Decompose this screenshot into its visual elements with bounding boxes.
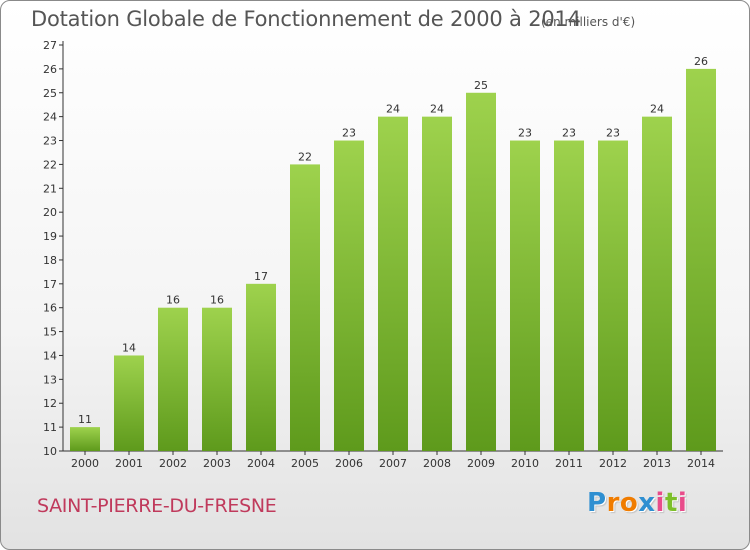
- data-label-2008: 24: [430, 103, 444, 116]
- y-tick-label: 21: [43, 182, 57, 195]
- data-label-2000: 11: [78, 413, 92, 426]
- data-label-2007: 24: [386, 103, 400, 116]
- data-label-2004: 17: [254, 270, 268, 283]
- data-label-2012: 23: [606, 127, 620, 140]
- logo-letter: r: [606, 488, 620, 518]
- y-tick-label: 24: [43, 111, 57, 124]
- y-tick-label: 26: [43, 63, 57, 76]
- y-tick-label: 16: [43, 302, 57, 315]
- y-tick-label: 14: [43, 349, 57, 362]
- bar-2001[interactable]: [114, 355, 144, 451]
- bar-2009[interactable]: [466, 92, 496, 451]
- bar-2012[interactable]: [598, 140, 628, 451]
- bar-2011[interactable]: [554, 140, 584, 451]
- bar-2004[interactable]: [246, 283, 276, 451]
- y-tick-label: 22: [43, 158, 57, 171]
- logo-letter: i: [655, 488, 665, 518]
- x-tick-label: 2008: [423, 457, 451, 470]
- bar-2010[interactable]: [510, 140, 540, 451]
- x-tick-label: 2001: [115, 457, 143, 470]
- bars: [70, 68, 716, 452]
- y-tick-label: 19: [43, 230, 57, 243]
- logo-letter: x: [638, 488, 656, 518]
- logo-letter: i: [677, 488, 688, 518]
- proxiti-logo[interactable]: Proxiti: [587, 488, 687, 518]
- data-label-2011: 23: [562, 127, 576, 140]
- bar-2008[interactable]: [422, 116, 452, 451]
- y-tick-label: 12: [43, 397, 57, 410]
- logo-letter: t: [664, 488, 678, 518]
- bar-2006[interactable]: [334, 140, 364, 451]
- data-label-2001: 14: [122, 341, 136, 354]
- x-tick-label: 2014: [687, 457, 715, 470]
- bar-2002[interactable]: [158, 307, 188, 451]
- data-label-2005: 22: [298, 150, 312, 163]
- x-tick-label: 2004: [247, 457, 275, 470]
- y-tick-label: 15: [43, 326, 57, 339]
- x-tick-label: 2013: [643, 457, 671, 470]
- x-tick-label: 2011: [555, 457, 583, 470]
- x-tick-label: 2012: [599, 457, 627, 470]
- y-tick-label: 13: [43, 373, 57, 386]
- logo-letter: o: [619, 488, 639, 518]
- unit-note: (en milliers d'€): [541, 15, 636, 29]
- x-tick-label: 2010: [511, 457, 539, 470]
- x-tick-label: 2000: [71, 457, 99, 470]
- data-label-2003: 16: [210, 294, 224, 307]
- x-tick-label: 2003: [203, 457, 231, 470]
- commune-name: SAINT-PIERRE-DU-FRESNE: [37, 495, 277, 517]
- data-labels: 11 14 16 16 17 22 23 24 24 25 23 23 23 24 26: [78, 55, 708, 426]
- y-tick-label: 17: [43, 278, 57, 291]
- data-label-2013: 24: [650, 103, 664, 116]
- data-label-2010: 23: [518, 127, 532, 140]
- x-tick-label: 2009: [467, 457, 495, 470]
- bar-2000[interactable]: [70, 427, 100, 451]
- data-label-2014: 26: [694, 55, 708, 68]
- bar-2005[interactable]: [290, 164, 320, 452]
- y-tick-label: 20: [43, 206, 57, 219]
- data-label-2002: 16: [166, 294, 180, 307]
- y-tick-label: 23: [43, 135, 57, 148]
- data-label-2006: 23: [342, 127, 356, 140]
- y-tick-label: 18: [43, 254, 57, 267]
- logo-letter: P: [587, 488, 607, 518]
- data-label-2009: 25: [474, 79, 488, 92]
- x-tick-label: 2007: [379, 457, 407, 470]
- bar-2013[interactable]: [642, 116, 672, 451]
- x-tick-label: 2006: [335, 457, 363, 470]
- axes: 10 11 12 13 14 15 16 17 18 19 20 21 22 23 24 25 26 27 2000…: [43, 39, 723, 470]
- y-tick-label: 27: [43, 39, 57, 52]
- x-tick-label: 2002: [159, 457, 187, 470]
- y-tick-label: 11: [43, 421, 57, 434]
- bar-2003[interactable]: [202, 307, 232, 451]
- bar-2007[interactable]: [378, 116, 408, 451]
- bar-2014[interactable]: [686, 68, 716, 451]
- y-tick-label: 10: [43, 445, 57, 458]
- x-tick-label: 2005: [291, 457, 319, 470]
- chart-title: Dotation Globale de Fonctionnement de 20…: [31, 7, 581, 31]
- y-tick-label: 25: [43, 87, 57, 100]
